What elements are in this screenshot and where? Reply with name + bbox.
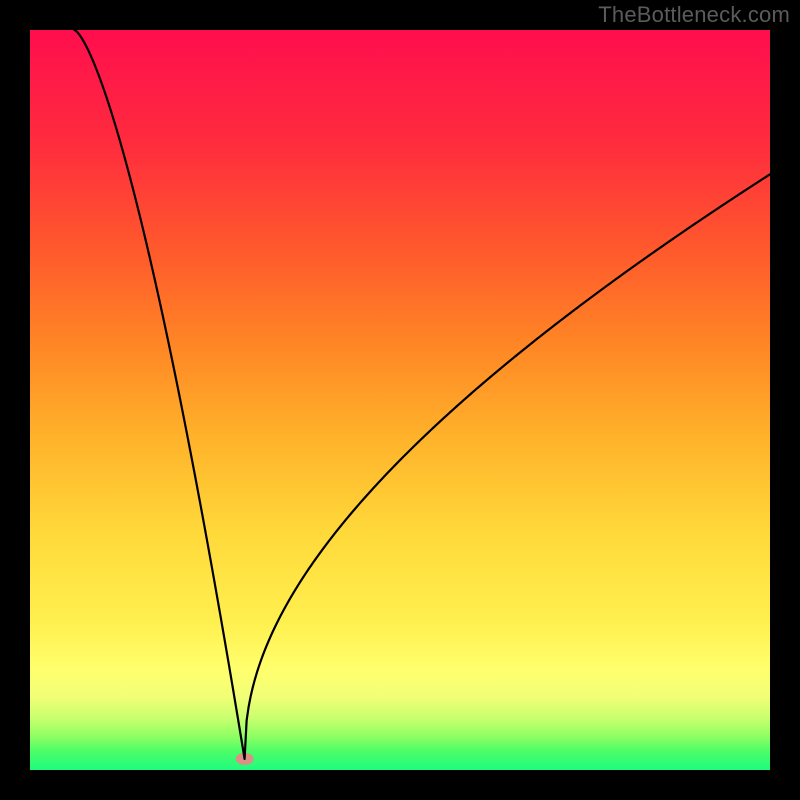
chart-svg	[0, 0, 800, 800]
plot-background	[30, 30, 770, 770]
chart-stage: TheBottleneck.com	[0, 0, 800, 800]
